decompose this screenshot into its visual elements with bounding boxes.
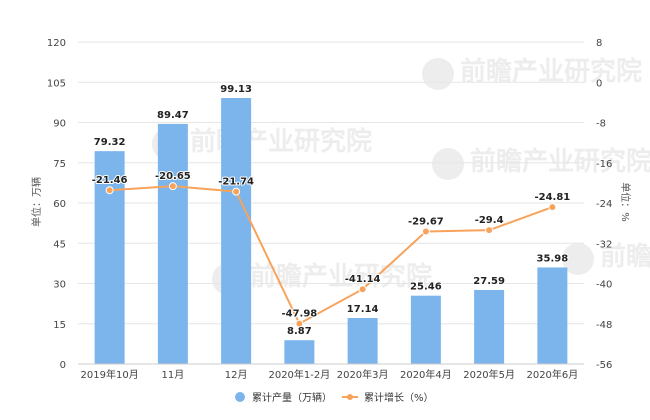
legend-line-marker-dot	[347, 394, 353, 400]
watermark: 前瞻产业研究院	[422, 56, 642, 90]
left-tick-label: 60	[53, 199, 66, 210]
bar-value-label: 27.59	[473, 276, 505, 287]
line-point[interactable]	[295, 319, 304, 328]
x-tick-label: 2020年4月	[400, 368, 452, 381]
line-value-label: -41.14	[345, 274, 381, 285]
x-tick-label: 11月	[162, 369, 185, 381]
line-point[interactable]	[232, 187, 241, 196]
watermark: 前瞻产业研究院	[562, 241, 650, 275]
left-tick-label: 30	[53, 280, 66, 291]
left-tick-label: 90	[53, 119, 66, 130]
bar[interactable]	[347, 318, 378, 364]
watermark: 前瞻产业研究院	[432, 146, 650, 180]
growth-line	[109, 185, 553, 326]
line-point[interactable]	[548, 203, 557, 212]
right-axis-title: 单位：%	[619, 182, 632, 222]
watermark-text: 前瞻产业研究院	[250, 261, 432, 292]
bar[interactable]	[474, 289, 505, 364]
line-point[interactable]	[105, 186, 114, 195]
bar-value-label: 99.13	[220, 84, 252, 95]
bar[interactable]	[221, 98, 252, 365]
line-value-label: -29.67	[408, 217, 444, 228]
line-value-label: -29.4	[475, 215, 504, 226]
bar-data-labels: 79.32 89.47 99.13 8.87 17.14 25.46 27.59 35.98	[93, 83, 569, 338]
left-tick-label: 45	[53, 239, 66, 250]
x-tick-label: 2019年10月	[81, 368, 139, 381]
legend-bar-label: 累计产量（万辆）	[252, 391, 332, 404]
left-tick-label: 0	[60, 360, 66, 371]
legend-line-label: 累计增长（%）	[364, 391, 434, 404]
left-tick-label: 105	[47, 78, 66, 89]
right-tick-label: -56	[596, 360, 612, 371]
line-value-label: -20.65	[155, 171, 191, 182]
watermark-logo	[432, 148, 464, 180]
left-axis-title: 单位：万辆	[30, 177, 43, 227]
right-tick-label: 8	[596, 38, 602, 49]
line-point[interactable]	[421, 227, 430, 236]
line-point[interactable]	[485, 226, 494, 235]
legend: 累计产量（万辆） 累计增长（%）	[235, 391, 434, 404]
bar-value-label: 89.47	[157, 110, 189, 121]
line-value-label: -21.46	[92, 175, 128, 186]
x-axis-ticks: 2019年10月 11月 12月 2020年1-2月 2020年3月 2020年4月 202…	[81, 368, 579, 381]
bar-value-label: 79.32	[94, 137, 126, 148]
watermark-text: 前瞻产业研究院	[600, 241, 650, 272]
bar[interactable]	[410, 295, 441, 364]
right-tick-label: -8	[596, 119, 606, 130]
line-data-labels: -21.46 -20.65 -21.74 -47.98 -41.14 -29.67 -29.…	[91, 170, 572, 321]
left-axis-ticks: 0 15 30 45 60 75 90 105 120	[47, 38, 66, 371]
right-tick-label: -32	[596, 239, 612, 250]
watermark-text: 前瞻产业研究院	[190, 126, 372, 157]
line-value-label: -24.81	[534, 192, 570, 203]
x-tick-label: 12月	[225, 369, 248, 381]
watermark-text: 前瞻产业研究院	[470, 146, 650, 177]
line-value-label: -47.98	[281, 309, 317, 320]
x-tick-label: 2020年5月	[463, 368, 515, 381]
bar-value-label: 35.98	[537, 253, 569, 264]
right-axis-ticks: -56 -48 -40 -32 -24 -16 -8 0 8	[596, 38, 612, 371]
legend-item-bar[interactable]: 累计产量（万辆）	[235, 391, 332, 404]
line-point[interactable]	[358, 285, 367, 294]
line-value-label: -21.74	[218, 177, 254, 188]
watermark-logo	[562, 243, 594, 275]
x-tick-label: 2020年1-2月	[268, 368, 330, 381]
legend-item-line[interactable]: 累计增长（%）	[342, 391, 434, 404]
line-point[interactable]	[168, 182, 177, 191]
bar[interactable]	[537, 267, 568, 364]
right-tick-label: -16	[596, 159, 612, 170]
line-series	[105, 182, 557, 328]
left-tick-label: 120	[47, 38, 66, 49]
x-tick-label: 2020年3月	[337, 368, 389, 381]
bar-value-label: 17.14	[347, 304, 379, 315]
bar[interactable]	[284, 340, 315, 364]
right-tick-label: -48	[596, 320, 612, 331]
bar-value-label: 8.87	[287, 326, 312, 337]
legend-bar-marker	[235, 392, 245, 402]
bar[interactable]	[157, 123, 188, 364]
right-tick-label: -24	[596, 199, 612, 210]
left-tick-label: 15	[53, 320, 66, 331]
right-tick-label: -40	[596, 280, 612, 291]
x-tick-label: 2020年6月	[526, 368, 578, 381]
right-tick-label: 0	[596, 78, 602, 89]
watermark-logo	[422, 58, 454, 90]
bar-value-label: 25.46	[410, 282, 442, 293]
left-tick-label: 75	[53, 159, 66, 170]
